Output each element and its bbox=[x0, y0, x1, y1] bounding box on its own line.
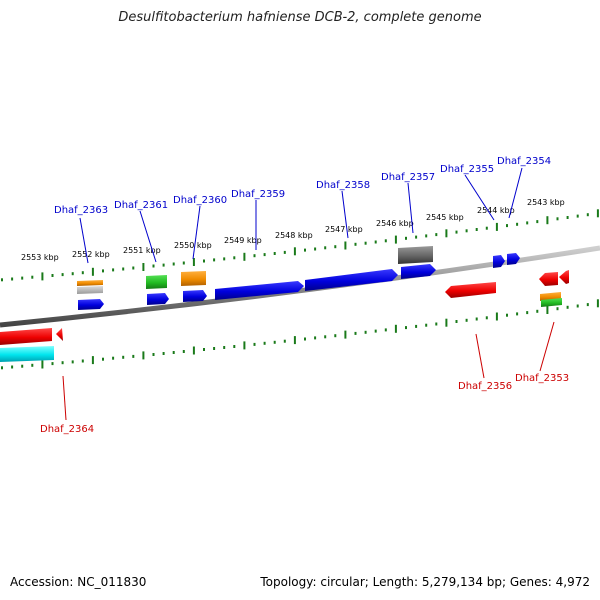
gene-label-dhaf-2360[interactable]: Dhaf_2360 bbox=[173, 195, 227, 206]
gene-dhaf-2358[interactable] bbox=[305, 269, 398, 291]
gene-dhaf-2357[interactable] bbox=[398, 246, 433, 264]
gene-label-dhaf-2356[interactable]: Dhaf_2356 bbox=[458, 381, 512, 392]
gene-label-dhaf-2353[interactable]: Dhaf_2353 bbox=[515, 373, 569, 384]
leader-line bbox=[341, 190, 349, 239]
leader-line bbox=[62, 375, 67, 421]
gene-label-dhaf-2364[interactable]: Dhaf_2364 bbox=[40, 424, 94, 435]
scale-label: 2550 kbp bbox=[174, 241, 212, 250]
gene-dhaf-2359[interactable] bbox=[215, 281, 304, 300]
gene-label-dhaf-2358[interactable]: Dhaf_2358 bbox=[316, 180, 370, 191]
gene-blue-2357b[interactable] bbox=[401, 264, 436, 279]
gene-dhaf-2353-green[interactable] bbox=[541, 298, 562, 307]
gene-dhaf-2363-orange[interactable] bbox=[77, 280, 103, 286]
accession-text: Accession: NC_011830 bbox=[10, 575, 147, 589]
gene-blue-2360b[interactable] bbox=[183, 290, 207, 302]
gene-dhaf-2353-red[interactable] bbox=[539, 272, 558, 286]
scale-label: 2549 kbp bbox=[224, 236, 262, 245]
scale-label: 2547 kbp bbox=[325, 225, 363, 234]
scale-label: 2551 kbp bbox=[123, 246, 161, 255]
outer-tick-row bbox=[1, 209, 599, 282]
gene-dhaf-2360[interactable] bbox=[181, 271, 206, 286]
scale-label: 2553 kbp bbox=[21, 253, 59, 262]
map-title: Desulfitobacterium hafniense DCB-2, comp… bbox=[118, 10, 482, 25]
gene-dhaf-2361[interactable] bbox=[146, 275, 167, 289]
scale-label: 2552 kbp bbox=[72, 250, 110, 259]
leader-line bbox=[407, 182, 414, 234]
gene-label-dhaf-2363[interactable]: Dhaf_2363 bbox=[54, 205, 108, 216]
gene-label-dhaf-2354[interactable]: Dhaf_2354 bbox=[497, 156, 551, 167]
scale-label: 2546 kbp bbox=[376, 219, 414, 228]
inner-tick-row bbox=[1, 299, 599, 370]
gene-cyan-left[interactable] bbox=[0, 346, 54, 362]
gene-dhaf-2353-red2[interactable] bbox=[559, 270, 569, 284]
gene-blue-2362[interactable] bbox=[78, 299, 104, 310]
leader-line bbox=[79, 217, 89, 264]
gene-dhaf-2356[interactable] bbox=[445, 282, 496, 298]
scale-label: 2545 kbp bbox=[426, 213, 464, 222]
gene-dhaf-2355[interactable] bbox=[493, 255, 505, 268]
gene-blue-2361b[interactable] bbox=[147, 293, 169, 305]
leader-line bbox=[539, 321, 555, 372]
gene-label-dhaf-2357[interactable]: Dhaf_2357 bbox=[381, 172, 435, 183]
genome-summary-text: Topology: circular; Length: 5,279,134 bp… bbox=[260, 575, 590, 589]
reverse-genes bbox=[0, 270, 569, 362]
scale-label: 2544 kbp bbox=[477, 206, 515, 215]
gene-label-dhaf-2355[interactable]: Dhaf_2355 bbox=[440, 164, 494, 175]
scale-label: 2543 kbp bbox=[527, 198, 565, 207]
gene-dhaf-2363-gray[interactable] bbox=[77, 286, 103, 294]
leader-line bbox=[475, 333, 485, 379]
gene-label-dhaf-2361[interactable]: Dhaf_2361 bbox=[114, 200, 168, 211]
forward-genes bbox=[77, 246, 520, 310]
gene-dhaf-2354[interactable] bbox=[507, 253, 520, 265]
gene-label-dhaf-2359[interactable]: Dhaf_2359 bbox=[231, 189, 285, 200]
leader-line bbox=[139, 210, 157, 263]
scale-label: 2548 kbp bbox=[275, 231, 313, 240]
leader-line bbox=[508, 167, 523, 219]
leader-line bbox=[464, 174, 495, 221]
leader-line bbox=[192, 205, 201, 260]
gene-dhaf-2364[interactable] bbox=[0, 328, 52, 345]
gene-dhaf-2364-arrow[interactable] bbox=[56, 328, 63, 341]
